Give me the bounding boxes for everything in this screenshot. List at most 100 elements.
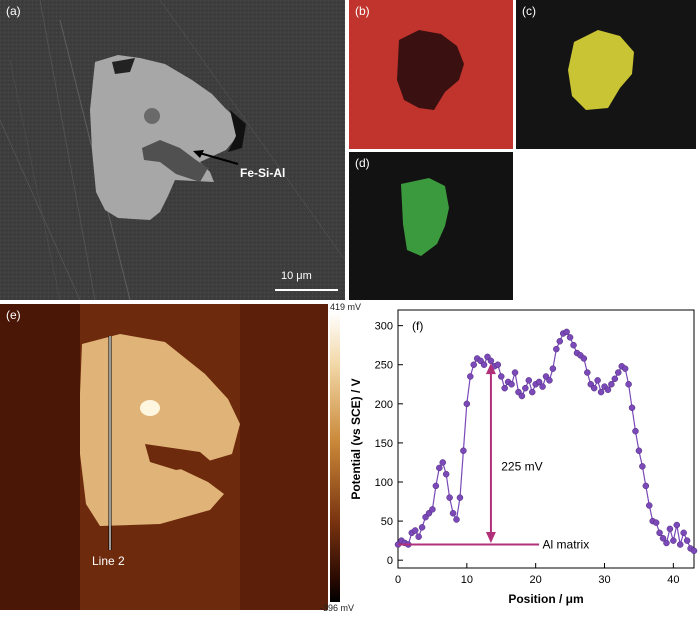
particle-spot: [144, 108, 160, 124]
arrow-head-up: [485, 363, 496, 375]
data-point: [535, 378, 543, 386]
eds-map-d-image: [349, 152, 513, 300]
data-point: [460, 447, 467, 454]
data-point: [556, 338, 564, 345]
depleted-region: [397, 30, 464, 110]
y-tick-label: 250: [375, 360, 393, 372]
data-point: [439, 459, 446, 466]
colorbar: [330, 312, 340, 602]
data-point: [549, 365, 557, 372]
y-tick-label: 300: [375, 321, 393, 333]
potential-profile-chart: 0 10 20 30 40 0 50 100 150 200 250 300 Position / μm…: [346, 304, 700, 614]
data-point: [467, 373, 474, 380]
data-point: [456, 494, 464, 501]
data-point: [463, 400, 471, 408]
panel-label: (b): [355, 4, 370, 18]
data-point: [670, 537, 677, 544]
line-2-label: Line 2: [92, 554, 125, 568]
panel-label: (a): [6, 4, 21, 18]
enriched-region: [568, 30, 634, 110]
data-point: [411, 527, 419, 534]
data-point: [580, 355, 588, 362]
fe-si-al-label: Fe-Si-Al: [240, 166, 286, 180]
data-point: [683, 537, 691, 544]
data-point: [539, 383, 546, 390]
data-point: [639, 463, 646, 470]
data-point: [436, 464, 443, 472]
data-point: [608, 381, 615, 388]
eds-map-b: (b): [349, 0, 513, 149]
panel-label: (c): [522, 4, 536, 18]
data-point: [690, 547, 698, 555]
eds-map-c: (c): [516, 0, 696, 149]
data-point: [652, 519, 660, 526]
eds-map-d: (d): [349, 152, 513, 300]
enriched-region: [401, 178, 449, 256]
data-point: [470, 361, 477, 368]
scale-bar-label: 10 μm: [281, 270, 312, 282]
data-point: [525, 377, 533, 384]
data-point: [625, 381, 632, 388]
data-point: [429, 506, 436, 513]
data-point: [673, 521, 681, 529]
eds-map-b-image: [349, 0, 513, 149]
data-point: [632, 427, 639, 435]
arrow-line: [195, 151, 239, 165]
data-point: [563, 328, 570, 336]
data-point: [480, 361, 488, 368]
y-axis-label: Potential (vs SCE) / V: [349, 378, 363, 499]
data-point: [663, 539, 670, 547]
data-point: [621, 365, 629, 372]
data-point: [418, 524, 426, 531]
data-point: [522, 384, 529, 392]
x-tick-label: 20: [530, 574, 542, 586]
data-point: [518, 392, 526, 400]
particle-region: [80, 334, 240, 526]
data-point: [494, 361, 502, 368]
data-point: [594, 377, 601, 384]
data-point: [604, 386, 612, 393]
data-point: [590, 384, 598, 392]
data-point: [546, 377, 553, 384]
data-point: [642, 482, 650, 490]
data-point: [415, 533, 422, 540]
x-tick-label: 10: [461, 574, 473, 586]
data-point: [449, 510, 457, 517]
data-point: [628, 404, 636, 411]
x-tick-label: 0: [395, 574, 401, 586]
eds-map-c-image: [516, 0, 696, 149]
particle-crack: [142, 140, 208, 182]
data-point: [659, 535, 667, 542]
data-point: [680, 529, 687, 537]
data-point: [597, 388, 605, 396]
data-point: [615, 369, 622, 376]
data-point: [432, 482, 440, 490]
data-point: [453, 516, 460, 523]
annotation-label: 225 mV: [501, 459, 542, 473]
y-tick-label: 200: [375, 399, 393, 411]
data-point: [528, 388, 536, 396]
x-tick-label: 30: [598, 574, 610, 586]
arrow-head: [193, 150, 204, 158]
colorbar-max-label: 419 mV: [330, 302, 362, 312]
data-point: [442, 470, 450, 478]
data-point: [635, 447, 643, 454]
x-axis-label: Position / μm: [508, 592, 583, 606]
data-point: [676, 541, 684, 548]
x-tick-label: 40: [667, 574, 679, 586]
y-tick-label: 100: [375, 477, 393, 489]
data-point: [666, 525, 674, 533]
plot-frame: [397, 309, 695, 569]
data-point: [611, 375, 619, 383]
data-point: [487, 357, 495, 365]
arrow-head-down: [485, 532, 496, 543]
data-point: [498, 373, 505, 380]
y-tick-label: 150: [375, 438, 393, 450]
sem-image: [0, 0, 345, 300]
particle-shadow: [228, 110, 246, 152]
chart-svg: 0 10 20 30 40 0 50 100 150 200 250 300 Position / μm…: [349, 309, 698, 606]
annotation-label: Al matrix: [543, 538, 590, 552]
data-point: [511, 369, 519, 376]
bright-spot: [140, 400, 160, 416]
y-tick-label: 0: [387, 555, 393, 567]
